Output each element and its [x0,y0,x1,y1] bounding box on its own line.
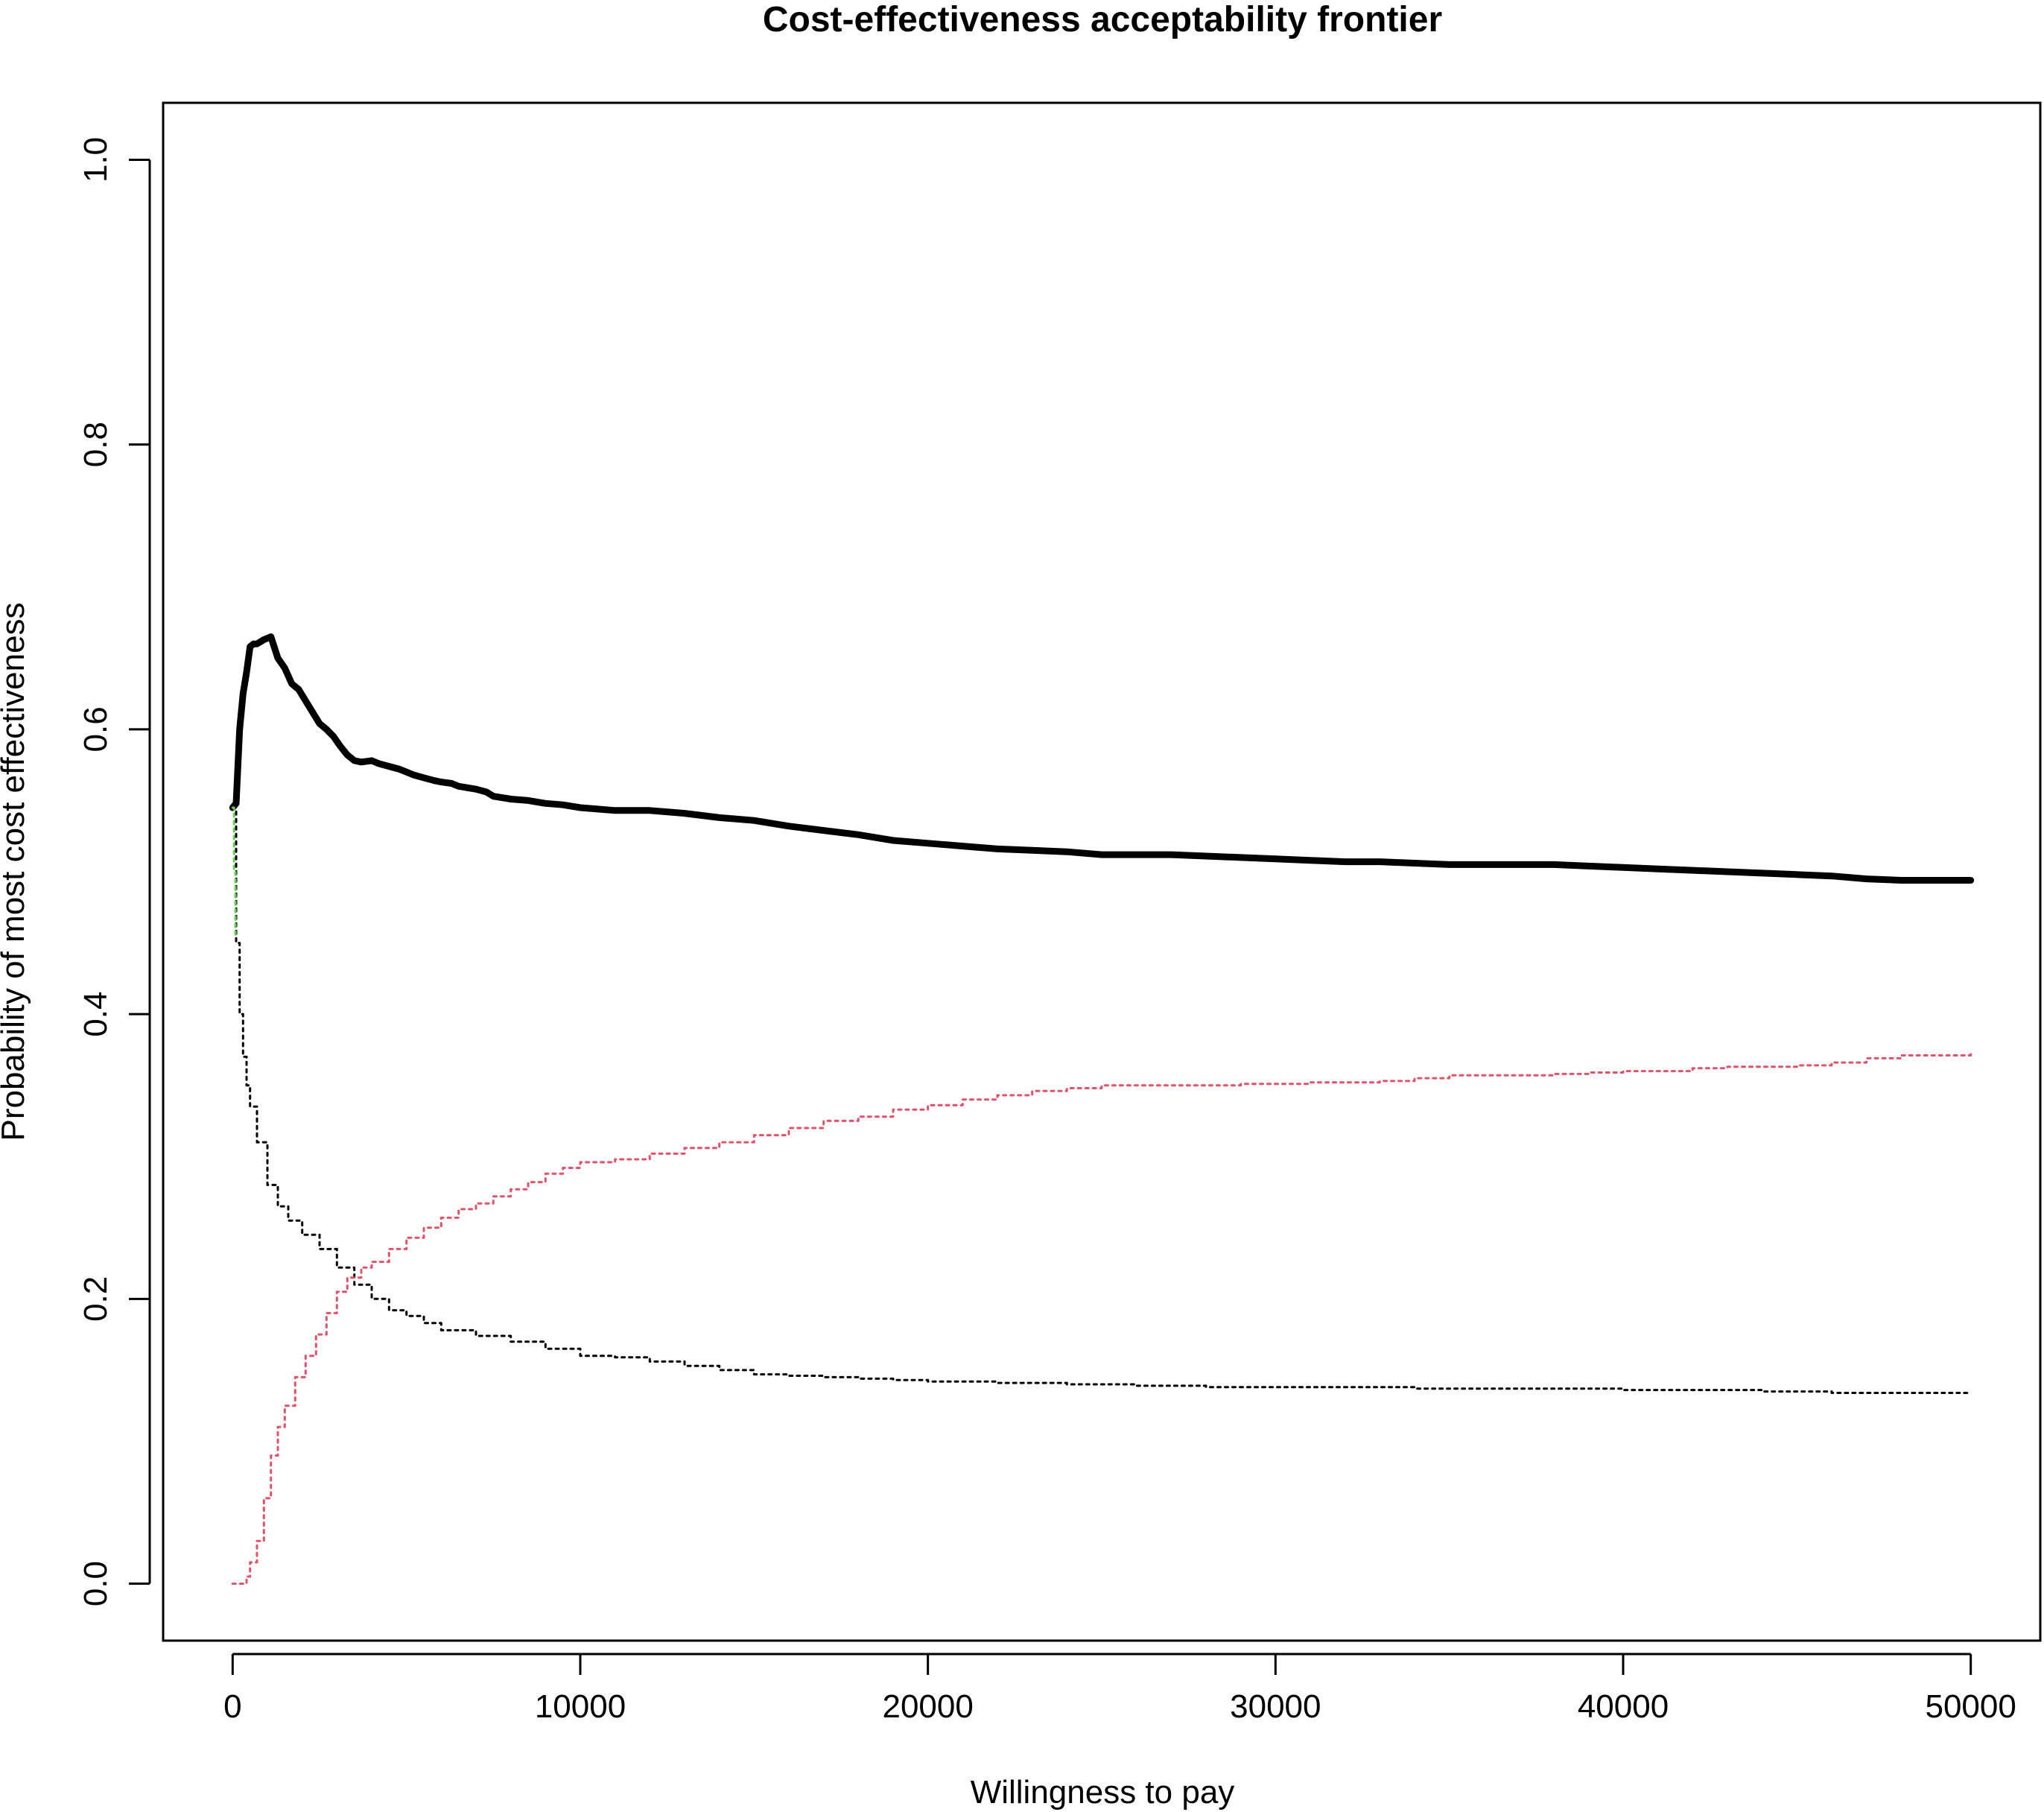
y-axis: 0.0 0.2 0.4 0.6 0.8 1.0 [77,137,151,1606]
x-tick-label: 0 [223,1688,241,1725]
x-tick-label: 30000 [1230,1688,1321,1725]
x-axis: 0 10000 20000 30000 40000 50000 [223,1653,2016,1725]
y-tick-label: 0.6 [77,706,114,752]
x-tick-label: 40000 [1578,1688,1669,1725]
y-tick-label: 0.2 [77,1276,114,1322]
series-line-frontier [229,633,1975,884]
y-tick-label: 0.8 [77,422,114,467]
x-tick-label: 10000 [535,1688,626,1725]
x-axis-title: Willingness to pay [971,1774,1235,1811]
x-tick-label: 20000 [882,1688,973,1725]
series-line-option-3 [231,806,237,937]
series-line-option-2 [231,1053,1972,1586]
x-tick-label: 50000 [1925,1688,2016,1725]
y-axis-title: Probability of most cost effectiveness [0,602,31,1141]
series-line-option-1 [231,806,1972,1394]
y-tick-label: 1.0 [77,137,114,183]
series-layer [229,633,1975,1586]
y-tick-label: 0.4 [77,992,114,1037]
plot-frame [162,101,2042,1642]
chart-title: Cost-effectiveness acceptability frontie… [763,0,1442,39]
y-tick-label: 0.0 [77,1561,114,1606]
